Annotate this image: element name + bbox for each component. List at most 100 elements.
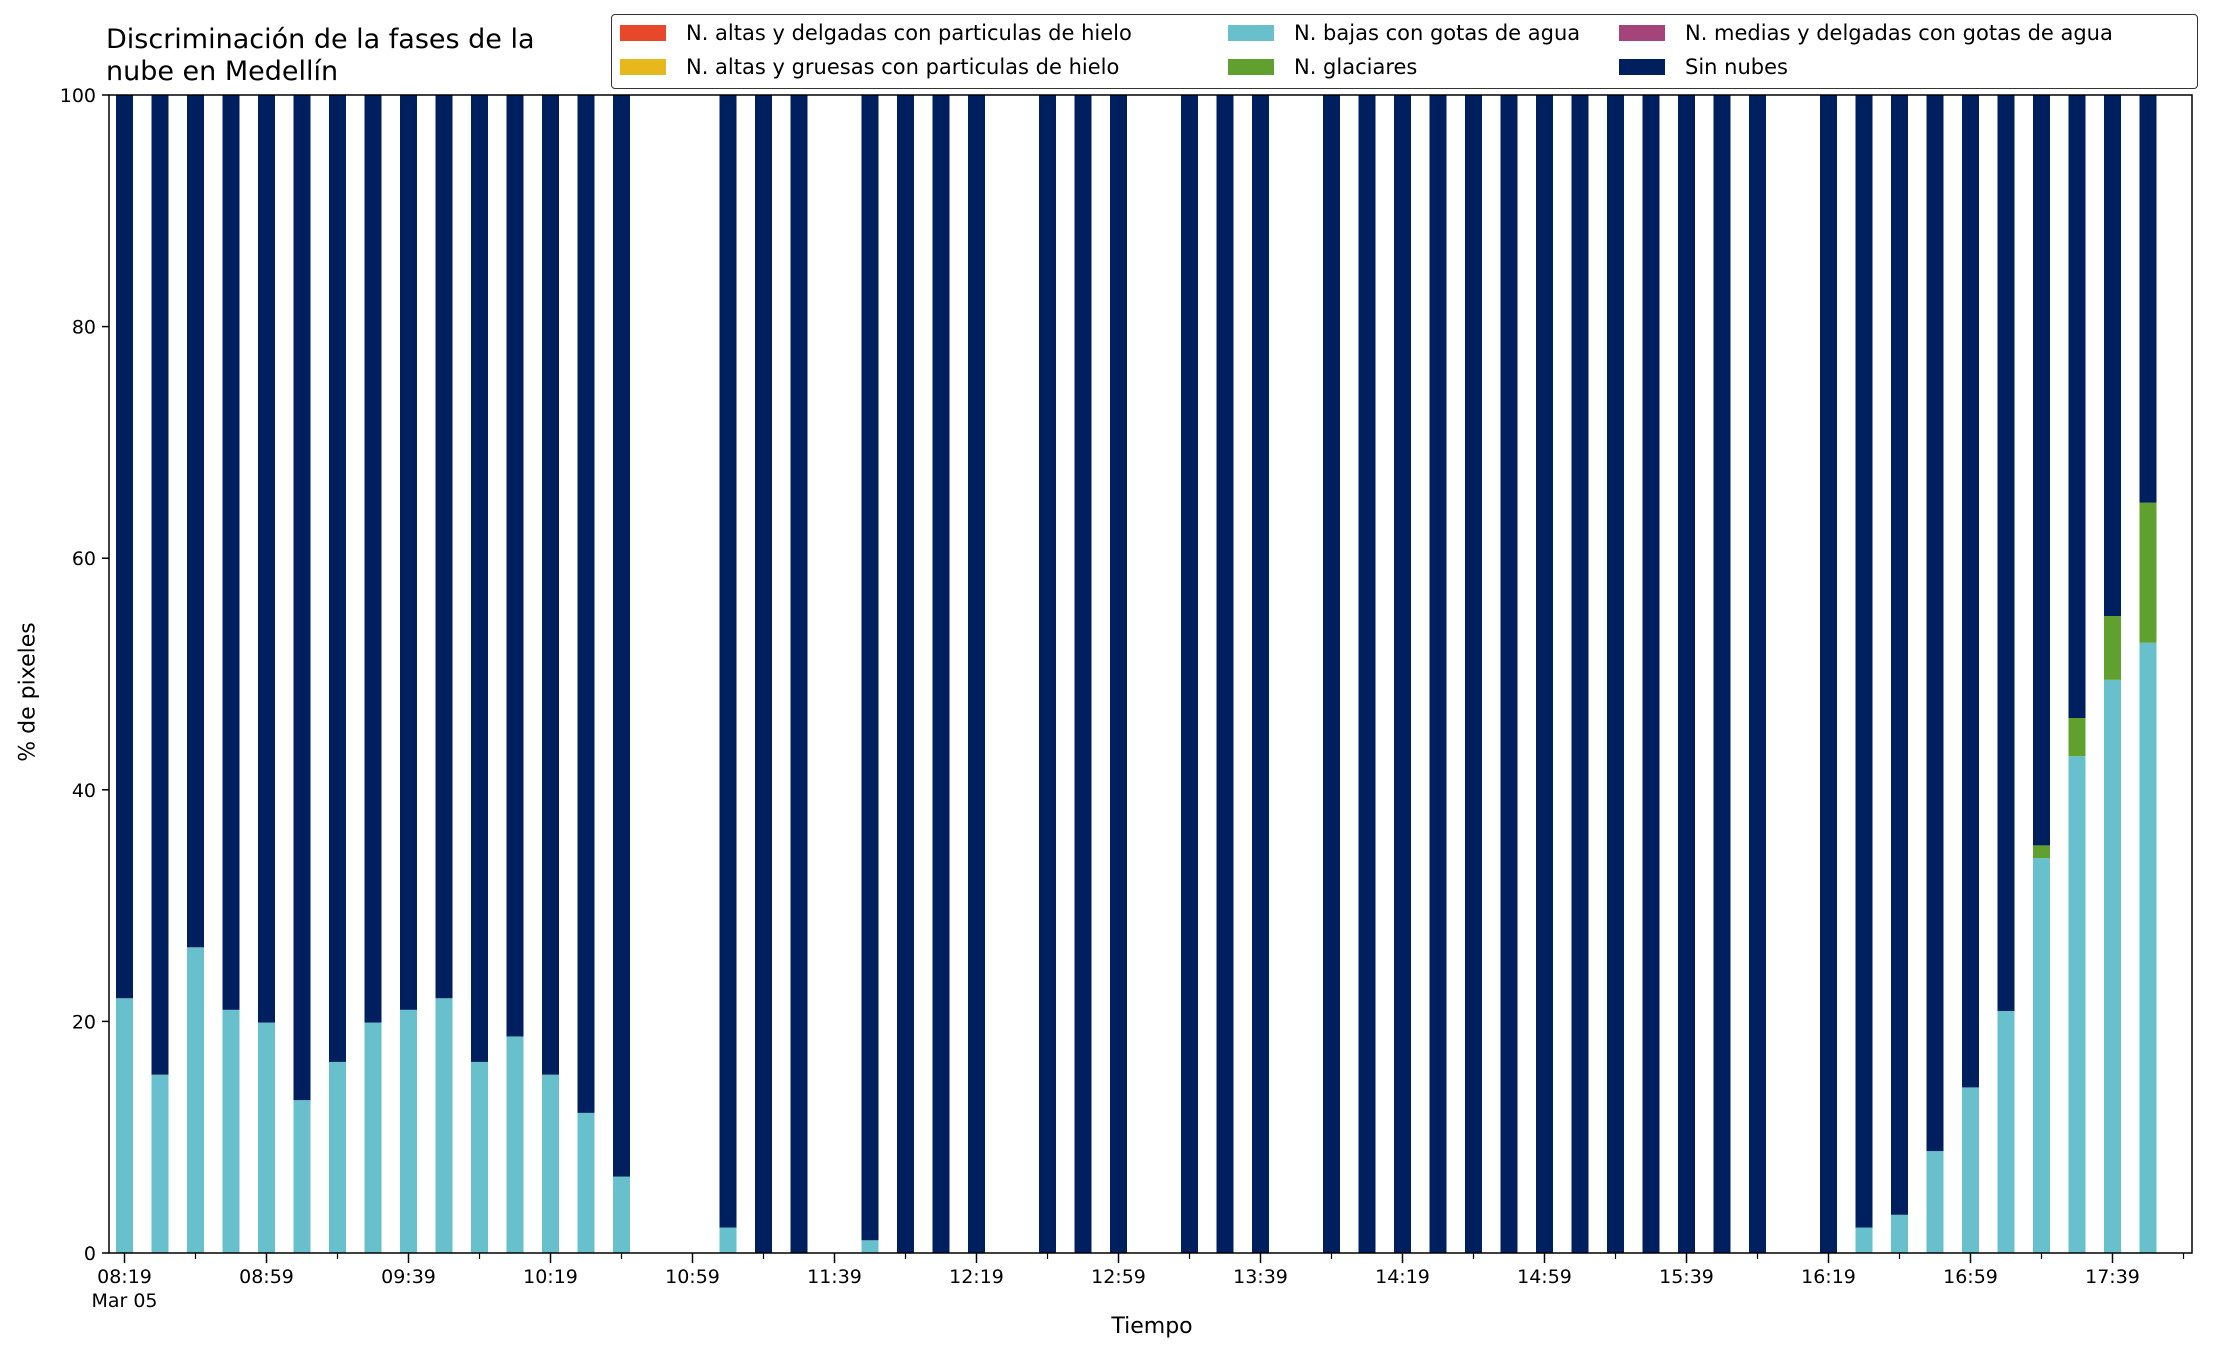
legend-item-sin-nubes: Sin nubes [1619, 53, 1788, 81]
bar-segment-1649-s2 [1926, 1151, 1944, 1253]
bar-segment-0849-s5 [222, 95, 240, 1010]
bar-segment-1119-s5 [755, 95, 772, 1253]
bar-segment-1639-s5 [1891, 95, 1908, 1215]
bar-segment-1709-s5 [1997, 95, 2015, 1011]
bar-segment-1419-s5 [1394, 95, 1411, 1253]
x-tick-label-1539: 15:39 [1659, 1266, 1714, 1288]
bar-segment-1729-s4 [2068, 718, 2086, 757]
bar-segment-0959-s5 [471, 95, 488, 1062]
bar-segment-1549-s5 [1713, 95, 1731, 1253]
legend-label-glaciares: N. glaciares [1294, 55, 1418, 79]
chart-legend: N. altas y delgadas con particulas de hi… [611, 14, 2198, 89]
x-tick-label-0939: 09:39 [381, 1266, 436, 1288]
bar-segment-1709-s2 [1997, 1010, 2015, 1253]
legend-label-sin-nubes: Sin nubes [1685, 55, 1788, 79]
y-tick-label-40: 40 [72, 780, 96, 802]
bar-segment-1039-s5 [613, 95, 630, 1177]
x-tick-label-1219: 12:19 [949, 1266, 1004, 1288]
bar-segment-0949-s2 [435, 998, 453, 1253]
bar-segment-1619-s5 [1820, 95, 1837, 1253]
y-tick-label-100: 100 [60, 85, 96, 107]
bar-segment-1719-s2 [2033, 858, 2050, 1253]
bar-segment-1729-s5 [2068, 95, 2086, 718]
bar-segment-1149-s2 [861, 1240, 879, 1253]
legend-swatch-bajas [1228, 25, 1274, 41]
bar-segment-1219-s5 [968, 95, 985, 1253]
bar-segment-1249-s5 [1074, 95, 1092, 1253]
x-tick-label-1019: 10:19 [523, 1266, 578, 1288]
bar-segment-0939-s2 [400, 1009, 417, 1253]
bar-segment-1009-s2 [506, 1036, 524, 1253]
bar-segment-0919-s2 [329, 1061, 346, 1253]
bar-segment-0909-s2 [293, 1100, 311, 1253]
x-axis-label: Tiempo [1111, 1314, 1193, 1339]
bar-segment-1359-s5 [1323, 95, 1340, 1253]
bar-segment-1449-s5 [1500, 95, 1518, 1253]
bar-segment-1509-s5 [1571, 95, 1589, 1253]
bar-segment-1029-s5 [577, 95, 595, 1113]
bar-segment-0919-s5 [329, 95, 346, 1062]
bar-segment-0959-s2 [471, 1061, 488, 1253]
x-tick-label-1259: 12:59 [1091, 1266, 1146, 1288]
bar-segment-1319-s5 [1181, 95, 1198, 1253]
bar-segment-1649-s5 [1926, 95, 1944, 1152]
bar-segment-1519-s5 [1607, 95, 1624, 1253]
x-tick-sublabel: Mar 05 [91, 1290, 157, 1312]
bar-segment-0839-s2 [187, 947, 204, 1253]
legend-item-altas-gruesas: N. altas y gruesas con particulas de hie… [620, 53, 1119, 81]
legend-swatch-altas-gruesas [620, 59, 666, 75]
bar-segment-1029-s2 [577, 1112, 595, 1253]
bar-segment-1109-s2 [719, 1227, 737, 1253]
chart-title: Discriminación de la fases de la nube en… [106, 24, 535, 87]
bar-segment-1739-s4 [2104, 616, 2121, 680]
bar-segment-1529-s5 [1642, 95, 1660, 1253]
bar-segment-0909-s5 [293, 95, 311, 1101]
bar-segment-0819-s2 [116, 998, 133, 1253]
bar-segment-1719-s4 [2033, 845, 2050, 859]
x-tick-label-1459: 14:59 [1517, 1266, 1572, 1288]
bar-segment-1659-s2 [1962, 1087, 1979, 1253]
legend-label-altas-gruesas: N. altas y gruesas con particulas de hie… [686, 55, 1120, 79]
legend-label-altas-delgadas: N. altas y delgadas con particulas de hi… [686, 21, 1132, 45]
bar-segment-1739-s5 [2104, 95, 2121, 617]
bar-segment-0859-s5 [258, 95, 275, 1023]
bar-segment-1109-s5 [719, 95, 737, 1228]
legend-swatch-sin-nubes [1619, 59, 1665, 75]
legend-item-bajas: N. bajas con gotas de agua [1228, 19, 1580, 47]
bar-segment-1749-s2 [2139, 642, 2157, 1253]
bar-segment-1329-s5 [1216, 95, 1234, 1253]
bar-segment-0929-s2 [364, 1022, 382, 1253]
legend-swatch-medias [1619, 25, 1665, 41]
bar-segment-1439-s5 [1465, 95, 1482, 1253]
x-tick-label-1059: 10:59 [665, 1266, 720, 1288]
x-tick-label-0819: 08:19 [97, 1266, 152, 1288]
bar-segment-1539-s5 [1678, 95, 1695, 1253]
bar-segment-1429-s5 [1429, 95, 1447, 1253]
bar-segment-0939-s5 [400, 95, 417, 1010]
x-tick-label-1139: 11:39 [807, 1266, 862, 1288]
bar-segment-1739-s2 [2104, 679, 2121, 1253]
x-tick-label-1739: 17:39 [2085, 1266, 2140, 1288]
legend-item-glaciares: N. glaciares [1228, 53, 1417, 81]
bar-segment-1629-s2 [1855, 1227, 1873, 1253]
legend-item-altas-delgadas: N. altas y delgadas con particulas de hi… [620, 19, 1132, 47]
bar-segment-1339-s5 [1252, 95, 1269, 1253]
bar-segment-0829-s5 [151, 95, 169, 1075]
y-tick-label-80: 80 [72, 317, 96, 339]
bar-segment-1409-s5 [1358, 95, 1376, 1253]
bar-segment-1459-s5 [1536, 95, 1553, 1253]
bar-segment-1009-s5 [506, 95, 524, 1037]
bar-segment-0819-s5 [116, 95, 133, 999]
bar-segment-1259-s5 [1110, 95, 1127, 1253]
y-tick-label-20: 20 [72, 1011, 96, 1033]
bar-segment-1159-s5 [897, 95, 914, 1253]
bar-segment-1749-s4 [2139, 502, 2157, 643]
bar-segment-1019-s2 [542, 1074, 559, 1253]
bar-segment-0929-s5 [364, 95, 382, 1023]
legend-item-medias: N. medias y delgadas con gotas de agua [1619, 19, 2113, 47]
legend-swatch-altas-delgadas [620, 25, 666, 41]
bar-segment-1019-s5 [542, 95, 559, 1075]
y-tick-label-60: 60 [72, 548, 96, 570]
bar-segment-1129-s5 [790, 95, 808, 1253]
